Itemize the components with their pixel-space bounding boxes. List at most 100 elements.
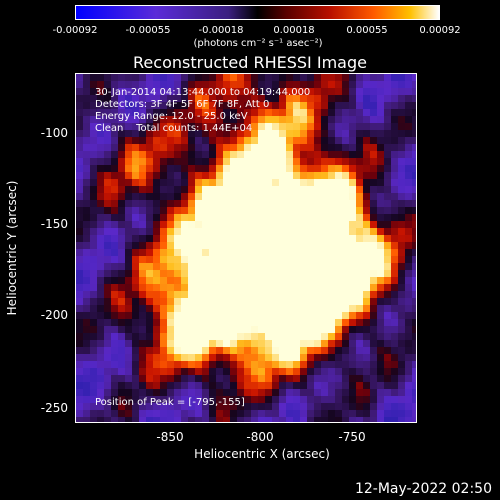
heatmap-cell	[272, 298, 279, 305]
heatmap-cell	[335, 319, 342, 326]
heatmap-cell	[244, 291, 251, 298]
heatmap-cell	[321, 172, 328, 179]
heatmap-cell	[111, 403, 118, 410]
heatmap-cell	[384, 130, 391, 137]
heatmap-cell	[328, 165, 335, 172]
heatmap-cell	[293, 221, 300, 228]
heatmap-cell	[398, 277, 405, 284]
heatmap-cell	[286, 256, 293, 263]
heatmap-cell	[125, 137, 132, 144]
heatmap-cell	[405, 263, 412, 270]
heatmap-cell	[377, 144, 384, 151]
heatmap-cell	[272, 333, 279, 340]
heatmap-cell	[384, 298, 391, 305]
heatmap-cell	[377, 186, 384, 193]
heatmap-cell	[363, 109, 370, 116]
heatmap-cell	[258, 186, 265, 193]
heatmap-cell	[160, 228, 167, 235]
heatmap-cell	[90, 74, 97, 81]
heatmap-cell	[76, 361, 83, 368]
heatmap-cell	[391, 263, 398, 270]
heatmap-cell	[153, 88, 160, 95]
heatmap-cell	[412, 137, 416, 144]
heatmap-cell	[342, 417, 349, 422]
heatmap-cell	[293, 200, 300, 207]
heatmap-cell	[230, 263, 237, 270]
heatmap-cell	[391, 403, 398, 410]
heatmap-cell	[363, 340, 370, 347]
heatmap-cell	[223, 298, 230, 305]
heatmap-cell	[377, 179, 384, 186]
heatmap-cell	[202, 291, 209, 298]
heatmap-cell	[356, 410, 363, 417]
heatmap-cell	[230, 95, 237, 102]
heatmap-cell	[405, 326, 412, 333]
heatmap-cell	[181, 389, 188, 396]
heatmap-cell	[153, 144, 160, 151]
heatmap-cell	[293, 284, 300, 291]
heatmap-cell	[223, 130, 230, 137]
heatmap-cell	[118, 109, 125, 116]
heatmap-cell	[160, 326, 167, 333]
heatmap-cell	[125, 207, 132, 214]
heatmap-cell	[265, 123, 272, 130]
heatmap-cell	[279, 319, 286, 326]
heatmap-cell	[111, 88, 118, 95]
heatmap-cell	[321, 305, 328, 312]
heatmap-cell	[111, 340, 118, 347]
heatmap-cell	[202, 102, 209, 109]
heatmap-cell	[202, 172, 209, 179]
heatmap-cell	[370, 179, 377, 186]
heatmap-cell	[111, 116, 118, 123]
heatmap-cell	[97, 354, 104, 361]
heatmap-cell	[398, 417, 405, 422]
heatmap-cell	[342, 340, 349, 347]
heatmap-cell	[188, 130, 195, 137]
heatmap-cell	[181, 102, 188, 109]
heatmap-cell	[398, 228, 405, 235]
heatmap-cell	[90, 102, 97, 109]
heatmap-cell	[132, 221, 139, 228]
heatmap-cell	[167, 417, 174, 422]
heatmap-cell	[104, 305, 111, 312]
heatmap-cell	[405, 179, 412, 186]
heatmap-cell	[90, 354, 97, 361]
heatmap-cell	[286, 354, 293, 361]
heatmap-cell	[258, 389, 265, 396]
heatmap-cell	[181, 179, 188, 186]
heatmap-cell	[377, 88, 384, 95]
heatmap-cell	[342, 95, 349, 102]
heatmap-cell	[209, 249, 216, 256]
heatmap-cell	[160, 263, 167, 270]
heatmap-cell	[314, 312, 321, 319]
heatmap-cell	[244, 298, 251, 305]
heatmap-cell	[244, 396, 251, 403]
heatmap-cell	[363, 277, 370, 284]
heatmap-cell	[125, 109, 132, 116]
heatmap-cell	[139, 249, 146, 256]
heatmap-cell	[132, 151, 139, 158]
heatmap-cell	[300, 284, 307, 291]
heatmap-cell	[153, 95, 160, 102]
heatmap-cell	[132, 102, 139, 109]
heatmap-cell	[349, 186, 356, 193]
heatmap-cell	[195, 326, 202, 333]
heatmap-cell	[97, 221, 104, 228]
heatmap-cell	[265, 319, 272, 326]
heatmap-cell	[293, 305, 300, 312]
heatmap-cell	[174, 228, 181, 235]
heatmap-cell	[356, 417, 363, 422]
heatmap-cell	[370, 263, 377, 270]
heatmap-cell	[251, 270, 258, 277]
heatmap-cell	[272, 193, 279, 200]
heatmap-cell	[265, 95, 272, 102]
heatmap-cell	[188, 333, 195, 340]
heatmap-cell	[293, 389, 300, 396]
heatmap-cell	[125, 186, 132, 193]
heatmap-cell	[370, 137, 377, 144]
heatmap-cell	[195, 256, 202, 263]
heatmap-cell	[153, 347, 160, 354]
heatmap-cell	[174, 340, 181, 347]
heatmap-cell	[286, 270, 293, 277]
heatmap-cell	[202, 207, 209, 214]
